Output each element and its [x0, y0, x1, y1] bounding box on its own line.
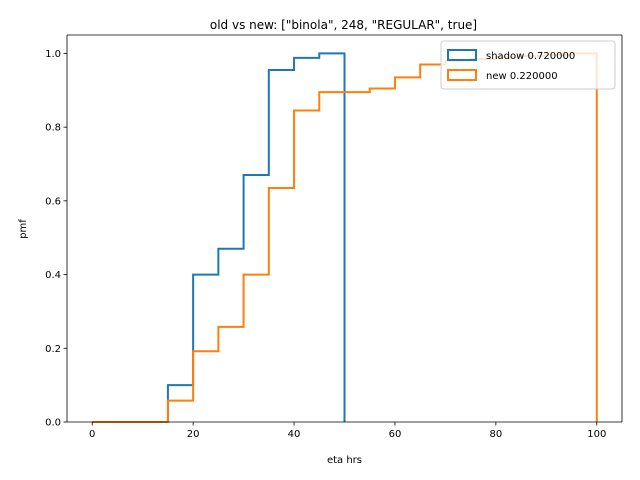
legend-entry-shadow: shadow 0.720000 [447, 49, 575, 62]
x-tick-label: 60 [389, 429, 402, 440]
y-tick-label: 0.4 [45, 270, 61, 281]
y-tick-label: 0.8 [45, 123, 61, 134]
x-tick-label: 80 [489, 429, 502, 440]
x-axis-label: eta hrs [327, 455, 362, 466]
series-shadow-step-line [166, 52, 346, 422]
legend-swatch-new [447, 69, 477, 81]
y-tick-label: 0.6 [45, 196, 61, 207]
y-tick-label: 0.2 [45, 344, 61, 355]
legend: shadow 0.720000 new 0.220000 [440, 40, 616, 90]
y-tick-label: 1.0 [45, 49, 61, 60]
chart-title: old vs new: ["binola", 248, "REGULAR", t… [210, 18, 477, 32]
y-axis-ticks: 0.0 0.2 0.4 0.6 0.8 1.0 [45, 49, 67, 429]
x-tick-label: 20 [187, 429, 200, 440]
x-tick-label: 100 [587, 429, 606, 440]
x-tick-label: 40 [288, 429, 301, 440]
y-tick-label: 0.0 [45, 418, 61, 429]
legend-box [440, 40, 616, 90]
legend-swatch-shadow [447, 49, 477, 61]
y-axis-label: pmf [18, 219, 29, 239]
legend-label-new: new 0.220000 [486, 71, 558, 82]
x-axis-ticks: 0 20 40 60 80 100 [89, 422, 606, 440]
legend-entry-new: new 0.220000 [447, 69, 558, 82]
plot-area: 0 20 40 60 80 100 0.0 0.2 0.4 0.6 0.8 1.0 [45, 34, 623, 440]
legend-label-shadow: shadow 0.720000 [486, 51, 575, 62]
axes-frame [66, 34, 623, 423]
x-tick-label: 0 [89, 429, 95, 440]
